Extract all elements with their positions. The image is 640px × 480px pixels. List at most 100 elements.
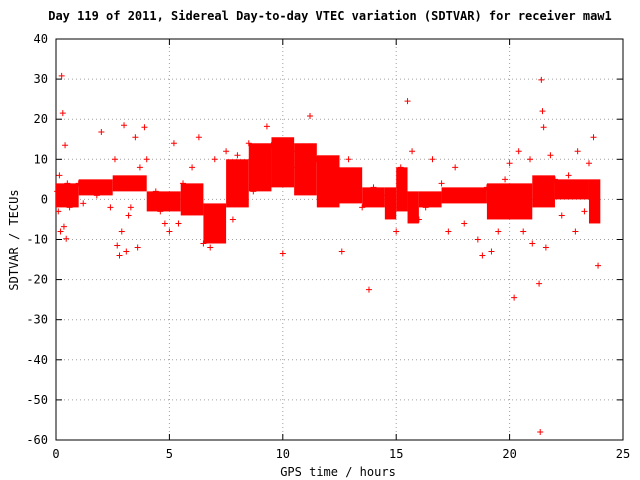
data-point: [80, 200, 87, 207]
data-point: [539, 108, 546, 115]
y-axis: -60 -50 -40 -30 -20 -10 0 10 20 30 40: [26, 32, 623, 447]
data-band: [339, 167, 363, 204]
data-point: [581, 208, 588, 215]
data-point: [234, 152, 241, 159]
data-point: [520, 228, 527, 235]
data-point: [58, 72, 65, 79]
data-band: [486, 183, 533, 220]
data-points: [54, 72, 602, 435]
data-point: [250, 188, 257, 195]
data-band: [407, 191, 419, 224]
data-point: [488, 248, 495, 255]
data-point: [422, 204, 429, 211]
data-point: [479, 252, 486, 259]
data-point: [384, 192, 391, 199]
data-point: [241, 172, 248, 179]
data-point: [175, 220, 182, 227]
data-point: [211, 156, 218, 163]
data-point: [404, 98, 411, 105]
y-tick-label: 40: [34, 32, 48, 46]
data-band: [532, 175, 555, 208]
data-point: [483, 184, 490, 191]
data-point: [272, 156, 279, 163]
data-band: [146, 191, 181, 212]
data-point: [284, 140, 291, 147]
data-band: [316, 155, 340, 208]
y-tick-label: 20: [34, 112, 48, 126]
data-point: [141, 124, 148, 131]
data-point: [71, 188, 78, 195]
data-point: [511, 294, 518, 301]
data-point: [551, 176, 558, 183]
data-point: [536, 280, 543, 287]
data-point: [585, 160, 592, 167]
data-point: [533, 188, 540, 195]
y-tick-label: -20: [26, 273, 48, 287]
data-band: [294, 143, 317, 196]
data-point: [57, 228, 64, 235]
y-tick-label: -40: [26, 353, 48, 367]
data-point: [393, 228, 400, 235]
data-point: [331, 188, 338, 195]
data-point: [229, 216, 236, 223]
x-tick-label: 25: [616, 447, 630, 461]
data-band: [396, 167, 408, 212]
data-point: [116, 252, 123, 259]
data-point: [365, 286, 372, 293]
data-point: [345, 156, 352, 163]
data-point: [461, 220, 468, 227]
data-point: [189, 164, 196, 171]
data-point: [313, 156, 320, 163]
data-point: [257, 176, 264, 183]
data-point: [166, 228, 173, 235]
data-band: [588, 179, 601, 224]
data-point: [377, 188, 384, 195]
data-point: [127, 204, 134, 211]
data-point: [542, 244, 549, 251]
data-point: [63, 235, 70, 242]
data-point: [64, 180, 71, 187]
data-point: [595, 262, 602, 269]
data-point: [62, 142, 69, 149]
data-point: [506, 160, 513, 167]
data-point: [445, 228, 452, 235]
data-point: [87, 184, 94, 191]
data-point: [54, 188, 61, 195]
y-tick-label: -50: [26, 393, 48, 407]
data-point: [307, 112, 314, 119]
data-point: [515, 148, 522, 155]
data-point: [152, 188, 159, 195]
data-point: [180, 180, 187, 187]
data-point: [170, 140, 177, 147]
data-point: [223, 148, 230, 155]
data-point: [245, 140, 252, 147]
y-tick-label: 0: [41, 192, 48, 206]
data-point: [538, 76, 545, 83]
data-point: [161, 220, 168, 227]
data-point: [55, 208, 62, 215]
data-point: [537, 428, 544, 435]
data-point: [98, 129, 105, 136]
data-point: [452, 164, 459, 171]
data-point: [288, 148, 295, 155]
data-point: [297, 184, 304, 191]
x-tick-label: 10: [276, 447, 290, 461]
data-point: [438, 180, 445, 187]
data-point: [352, 176, 359, 183]
data-point: [540, 124, 547, 131]
data-point: [574, 148, 581, 155]
data-band: [112, 175, 147, 192]
data-point: [148, 200, 155, 207]
y-tick-label: -10: [26, 233, 48, 247]
y-tick-label: 30: [34, 72, 48, 86]
data-point: [302, 188, 309, 195]
data-band: [362, 187, 385, 208]
data-point: [134, 244, 141, 251]
data-point: [118, 228, 125, 235]
data-point: [397, 164, 404, 171]
x-tick-label: 15: [389, 447, 403, 461]
data-point: [60, 223, 67, 230]
data-band: [441, 187, 487, 204]
x-tick-label: 0: [52, 447, 59, 461]
chart-title: Day 119 of 2011, Sidereal Day-to-day VTE…: [48, 9, 612, 23]
